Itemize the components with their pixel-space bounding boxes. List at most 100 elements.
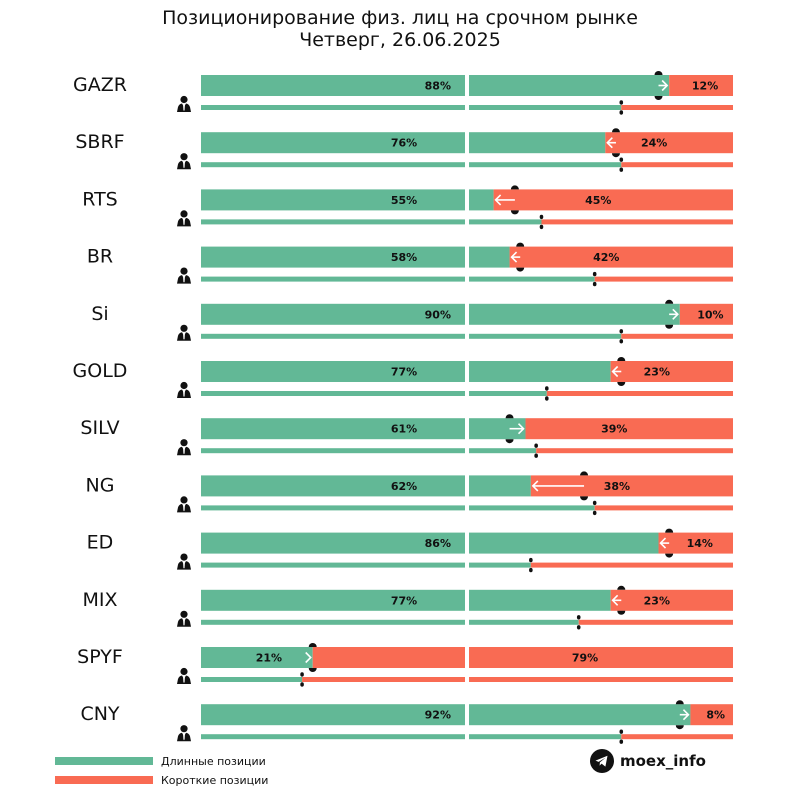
change-arrow-head (606, 137, 613, 149)
previous-marker-top (665, 299, 674, 304)
long-value-label: 88% (425, 80, 451, 93)
short-value-label: 79% (572, 652, 598, 665)
secondary-marker (619, 167, 624, 172)
long-bar (201, 418, 526, 440)
secondary-marker (619, 157, 624, 162)
previous-marker-bottom (611, 153, 620, 158)
secondary-long-bar (201, 391, 547, 396)
category-label: GOLD (73, 360, 128, 382)
previous-marker-bottom (665, 553, 674, 558)
secondary-short-bar (578, 619, 733, 625)
long-bar (201, 704, 691, 726)
long-value-label: 86% (425, 537, 451, 550)
previous-marker-bottom (675, 725, 684, 730)
secondary-long-bar (201, 619, 579, 625)
short-value-label: 10% (697, 308, 723, 321)
brand-label: moex_info (620, 752, 706, 770)
long-value-label: 21% (256, 652, 282, 665)
category-label: SBRF (75, 131, 124, 153)
short-bar (530, 475, 733, 497)
previous-marker-top (611, 128, 620, 133)
legend-long-label: Длинные позиции (161, 754, 266, 768)
secondary-marker (619, 729, 624, 734)
person-icon (177, 95, 191, 112)
long-value-label: 58% (391, 251, 417, 264)
secondary-marker (539, 224, 544, 230)
short-bar (610, 361, 733, 382)
legend-long: Длинные позиции (55, 754, 266, 768)
secondary-marker (545, 396, 549, 401)
long-value-label: 77% (391, 594, 417, 607)
secondary-marker (619, 329, 624, 334)
long-value-label: 90% (425, 308, 451, 321)
secondary-marker (619, 339, 624, 344)
secondary-short-bar (302, 677, 733, 682)
previous-marker-top (654, 71, 663, 75)
center-divider (465, 359, 469, 398)
secondary-long-bar (201, 677, 303, 682)
secondary-marker (534, 453, 538, 458)
previous-marker-bottom (516, 267, 525, 272)
center-divider (465, 301, 469, 341)
secondary-marker (619, 739, 624, 744)
telegram-icon (590, 749, 614, 773)
secondary-marker (300, 682, 304, 687)
long-bar (201, 75, 670, 96)
center-divider (465, 244, 469, 284)
secondary-marker (592, 510, 597, 516)
long-value-label: 77% (391, 366, 417, 379)
center-divider (465, 587, 469, 627)
legend-long-swatch (55, 757, 153, 765)
center-divider (465, 73, 469, 112)
category-label: ED (87, 532, 114, 554)
chart-title: Позиционирование физ. лиц на срочном рын… (162, 7, 638, 29)
brand[interactable]: moex_info (590, 748, 706, 774)
secondary-marker (619, 110, 624, 115)
secondary-short-bar (546, 391, 733, 396)
short-value-label: 38% (604, 480, 630, 493)
secondary-short-bar (621, 162, 733, 168)
previous-marker-bottom (510, 210, 519, 215)
change-arrow-head (661, 79, 669, 92)
secondary-marker (529, 567, 533, 573)
secondary-short-bar (621, 734, 733, 740)
secondary-long-bar (201, 333, 622, 339)
previous-marker-top (675, 700, 684, 705)
change-arrow-head (510, 251, 518, 263)
category-label: SILV (80, 417, 119, 439)
category-label: MIX (82, 589, 117, 611)
person-icon (177, 267, 191, 284)
secondary-marker (592, 500, 597, 506)
previous-marker-top (516, 242, 525, 247)
legend-short-label: Короткие позиции (161, 773, 269, 787)
secondary-long-bar (201, 562, 531, 568)
secondary-marker (576, 625, 581, 630)
secondary-short-bar (541, 219, 733, 225)
person-icon (177, 496, 191, 513)
secondary-short-bar (594, 276, 733, 282)
change-arrow-head (517, 423, 525, 435)
long-bar (201, 647, 313, 668)
person-icon (177, 210, 191, 227)
short-value-label: 23% (644, 594, 670, 607)
secondary-marker (539, 214, 544, 220)
person-icon (177, 439, 191, 456)
previous-marker-bottom (617, 610, 626, 615)
previous-marker-bottom (505, 439, 514, 444)
center-divider (465, 473, 469, 513)
change-arrow-head (682, 709, 690, 721)
long-value-label: 62% (391, 480, 417, 493)
center-divider (465, 530, 469, 570)
long-value-label: 92% (425, 709, 451, 722)
previous-marker-bottom (654, 96, 663, 100)
short-bar (525, 418, 733, 440)
secondary-marker (300, 672, 304, 677)
secondary-short-bar (621, 105, 733, 110)
long-value-label: 55% (391, 194, 417, 207)
short-bar (509, 246, 733, 268)
previous-marker-bottom (580, 496, 589, 501)
secondary-marker (592, 281, 597, 287)
short-bar (605, 132, 733, 154)
long-value-label: 61% (391, 423, 417, 436)
